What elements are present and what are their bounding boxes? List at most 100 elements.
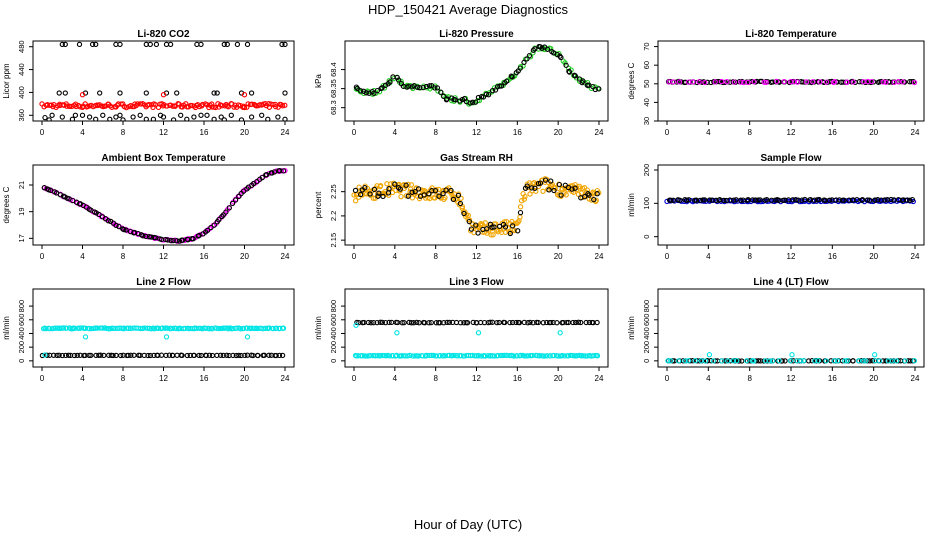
point-black-band: [379, 319, 386, 326]
point-black: [432, 85, 438, 91]
x-tick-label: 24: [595, 252, 604, 261]
point-black: [417, 84, 423, 91]
point-black: [749, 197, 756, 203]
point-black-band: [220, 352, 226, 359]
point-black-band: [230, 352, 236, 359]
point-black-top: [234, 41, 241, 48]
x-tick-label: 24: [911, 128, 920, 137]
point-orange: [351, 192, 357, 198]
point-black-band: [365, 319, 372, 326]
point-cyan-mid: [394, 330, 400, 336]
point-cyan-band: [685, 358, 692, 364]
point-black-top: [117, 41, 123, 48]
plot-area: [353, 43, 602, 107]
y-tick-label: 2.25: [329, 184, 338, 199]
point-cyan-band: [280, 325, 287, 331]
point-cyan-band: [876, 358, 883, 364]
point-black-low: [72, 112, 79, 118]
point-cyan-band: [668, 358, 674, 364]
point-black: [357, 191, 364, 198]
point-black: [898, 78, 904, 85]
point-red: [279, 103, 286, 109]
point-black-band: [753, 358, 759, 364]
point-magenta: [670, 79, 676, 85]
point-cyan-band: [766, 358, 773, 364]
point-black: [551, 187, 557, 194]
y-tick-label: 0: [642, 235, 651, 239]
point-cyan-band: [104, 325, 110, 332]
point-cyan-band: [911, 358, 918, 364]
point-black-band: [806, 358, 812, 364]
point-black: [738, 197, 744, 203]
point-magenta: [781, 78, 787, 85]
point-cyan-band: [544, 353, 550, 359]
point-cyan-band: [844, 358, 850, 364]
panel-title: Ambient Box Temperature: [101, 153, 226, 164]
point-black: [757, 197, 763, 203]
point-red-high: [160, 92, 167, 98]
point-orange: [533, 188, 539, 194]
point-black: [509, 74, 515, 80]
point-black-low: [143, 116, 149, 121]
point-red: [164, 103, 170, 109]
point-black-band: [401, 319, 407, 326]
point-black-top: [221, 41, 227, 48]
point-black-band: [570, 319, 576, 326]
x-tick-label: 12: [159, 128, 168, 137]
point-magenta: [751, 79, 757, 85]
point-black-band: [56, 352, 62, 358]
point-cyan-band: [559, 352, 565, 359]
x-tick-label: 12: [159, 252, 168, 261]
point-black: [702, 197, 708, 203]
point-black: [211, 222, 217, 228]
plot-frame: [32, 164, 295, 246]
point-cyan-band: [367, 352, 374, 359]
point-blue: [856, 197, 863, 204]
point-black-top: [282, 41, 288, 48]
point-black: [436, 193, 442, 199]
point-black-band: [125, 352, 131, 359]
point-cyan-band: [437, 352, 443, 359]
point-orange: [470, 221, 476, 227]
point-black-low: [160, 114, 167, 120]
point-orange: [501, 219, 508, 225]
point-black: [544, 46, 551, 52]
point-cyan-band: [386, 353, 393, 359]
point-black-band: [386, 319, 392, 326]
point-black-band: [560, 319, 566, 326]
x-tick-label: 8: [747, 374, 752, 383]
x-tick-label: 0: [665, 128, 670, 137]
point-black: [558, 192, 564, 198]
y-axis-label: degrees C: [2, 186, 11, 223]
point-black-band: [739, 358, 745, 364]
point-cyan-band: [529, 352, 536, 359]
point-black: [539, 45, 545, 51]
x-tick-label: 4: [80, 374, 85, 383]
point-black-band: [217, 352, 224, 358]
point-black-low: [46, 117, 52, 121]
point-black: [397, 186, 403, 192]
point-black-low: [117, 112, 123, 118]
point-cyan-band: [182, 325, 188, 332]
point-black: [438, 89, 444, 95]
point-red: [64, 103, 70, 109]
y-tick-label: 68.35: [329, 79, 338, 98]
point-black-low: [170, 117, 177, 121]
point-magenta: [817, 79, 823, 85]
point-black-band: [905, 358, 911, 364]
point-black-band: [145, 352, 151, 359]
point-black: [572, 185, 578, 191]
point-black: [457, 200, 464, 207]
point-orange: [517, 204, 524, 210]
point-cyan-band: [203, 325, 209, 332]
point-black-band: [441, 320, 447, 326]
point-cyan-band: [502, 352, 508, 359]
point-magenta: [844, 79, 850, 85]
point-cyan-band: [433, 353, 440, 359]
x-tick-label: 20: [554, 252, 563, 261]
main-title: HDP_150421 Average Diagnostics: [368, 2, 568, 17]
point-black: [799, 197, 805, 203]
point-black-band: [206, 352, 213, 358]
y-tick-label: 50: [642, 80, 651, 88]
